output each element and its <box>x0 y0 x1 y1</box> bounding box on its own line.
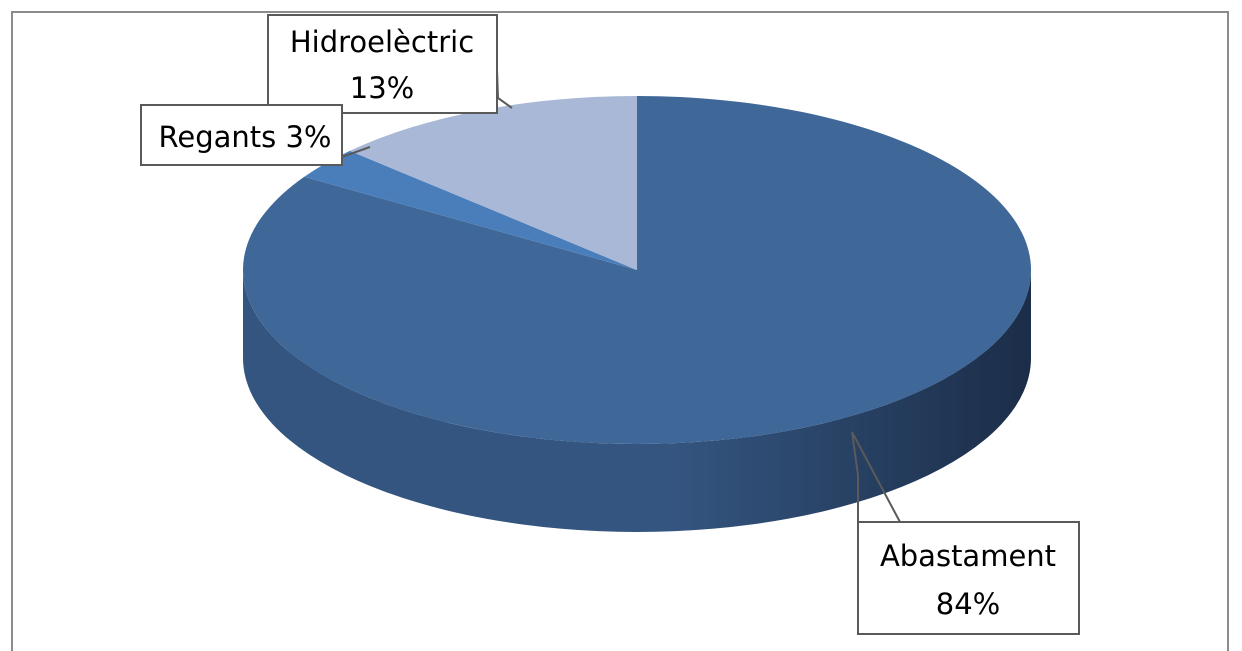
data-label-hidroelectric-line-1: Hidroelèctric <box>290 25 474 59</box>
data-label-abastament-line-2: 84% <box>936 587 1000 621</box>
data-label-regants: Regants 3% <box>140 104 371 166</box>
data-label-abastament-line-1: Abastament <box>880 539 1056 573</box>
data-label-hidroelectric: Hidroelèctric 13% <box>267 14 513 114</box>
pie-side-abastament <box>243 270 1031 532</box>
pie-slice-hidroelectric <box>349 96 637 270</box>
pie-slice-regants <box>304 150 637 270</box>
pie-slice-abastament <box>243 96 1032 444</box>
data-label-regants-text: Regants 3% <box>159 120 332 154</box>
data-label-hidroelectric-line-2: 13% <box>350 71 414 105</box>
data-label-abastament: Abastament 84% <box>851 431 1080 635</box>
